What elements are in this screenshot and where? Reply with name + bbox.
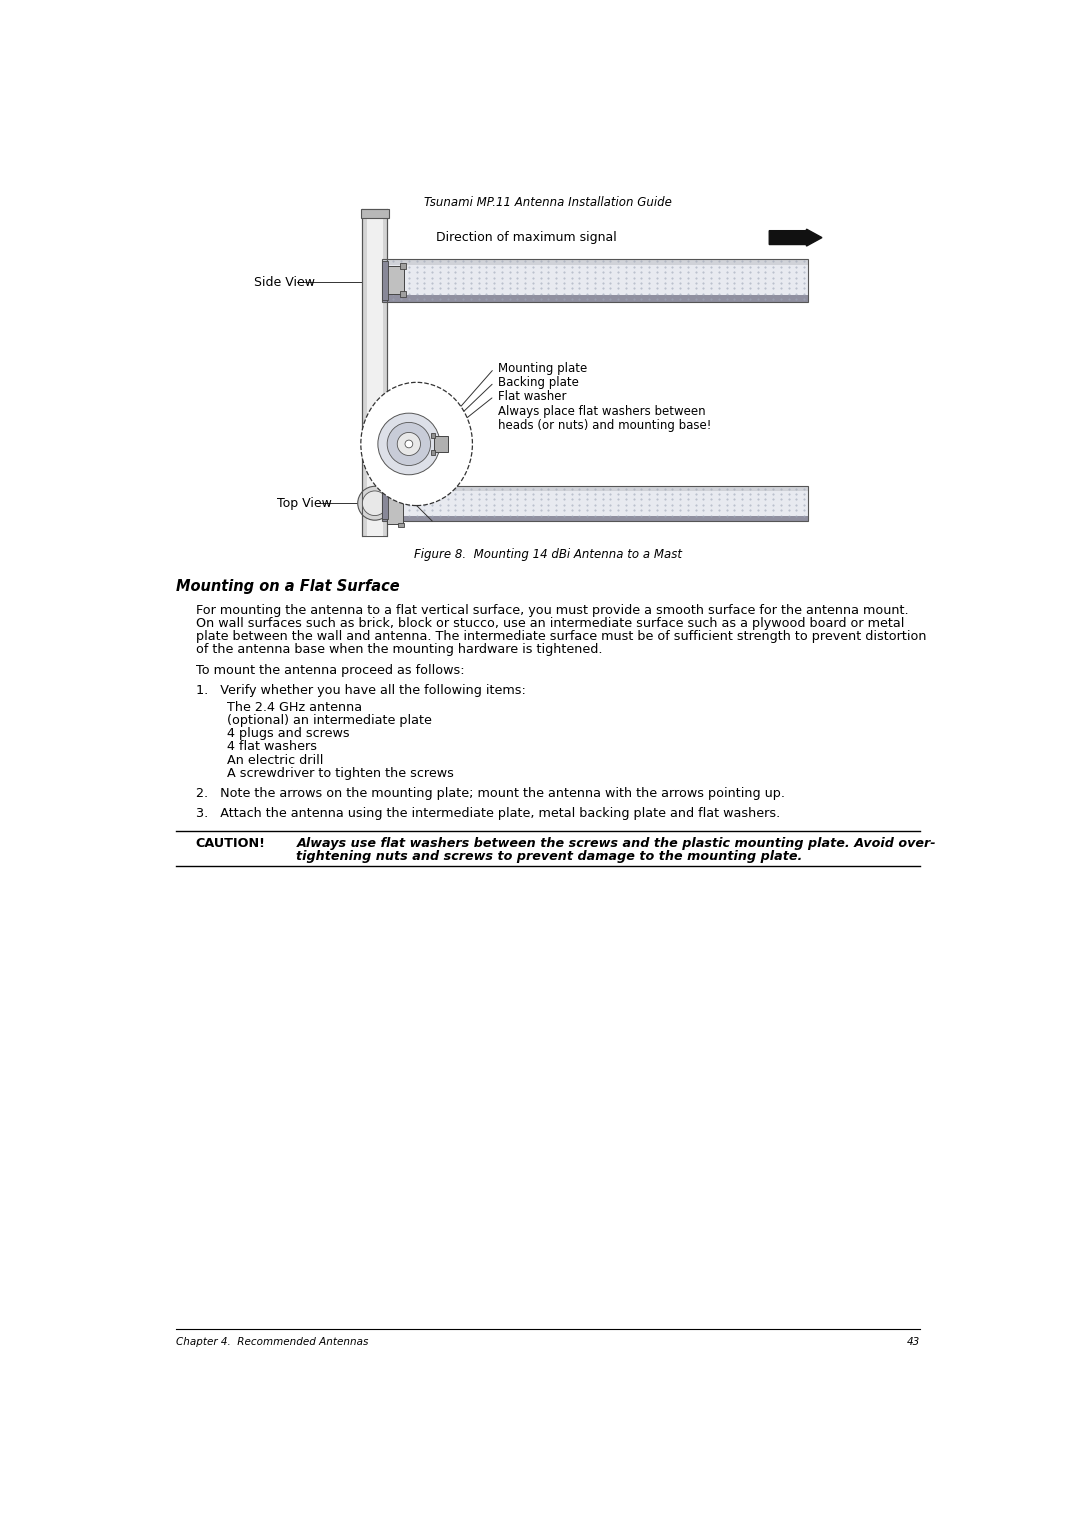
Bar <box>387 483 402 524</box>
Circle shape <box>363 490 387 516</box>
Bar <box>367 209 383 536</box>
Text: Chapter 4.  Recommended Antennas: Chapter 4. Recommended Antennas <box>177 1337 369 1346</box>
Circle shape <box>357 486 392 521</box>
Text: of the antenna base when the mounting hardware is tightened.: of the antenna base when the mounting ha… <box>196 644 602 656</box>
Text: 43: 43 <box>907 1337 920 1346</box>
Text: plate between the wall and antenna. The intermediate surface must be of sufficie: plate between the wall and antenna. The … <box>196 630 927 644</box>
Bar <box>387 266 404 294</box>
Bar <box>382 490 808 516</box>
Text: For mounting the antenna to a flat vertical surface, you must provide a smooth s: For mounting the antenna to a flat verti… <box>196 604 908 618</box>
Text: The 2.4 GHz antenna: The 2.4 GHz antenna <box>227 701 362 713</box>
Bar <box>382 516 808 521</box>
Bar <box>399 414 406 420</box>
Bar <box>382 486 808 490</box>
Bar <box>361 209 388 219</box>
Text: 1.   Verify whether you have all the following items:: 1. Verify whether you have all the follo… <box>196 685 525 697</box>
Text: CAUTION!: CAUTION! <box>196 836 265 850</box>
Bar <box>382 296 808 302</box>
Text: Mounting plate: Mounting plate <box>498 361 587 375</box>
Text: Tsunami MP.11 Antenna Installation Guide: Tsunami MP.11 Antenna Installation Guide <box>425 196 672 209</box>
Text: (optional) an intermediate plate: (optional) an intermediate plate <box>227 715 431 727</box>
Ellipse shape <box>361 383 473 505</box>
Bar <box>433 436 447 452</box>
Bar <box>382 486 808 521</box>
Text: Mounting on a Flat Surface: Mounting on a Flat Surface <box>177 578 400 594</box>
Circle shape <box>406 440 413 448</box>
Bar <box>398 480 404 484</box>
Bar <box>398 522 404 527</box>
Bar <box>387 393 404 417</box>
Bar <box>399 390 406 396</box>
Text: To mount the antenna proceed as follows:: To mount the antenna proceed as follows: <box>196 665 464 677</box>
Text: Always place flat washers between: Always place flat washers between <box>498 405 705 417</box>
Bar <box>382 487 388 519</box>
Text: heads (or nuts) and mounting base!: heads (or nuts) and mounting base! <box>498 419 712 433</box>
Text: An electric drill: An electric drill <box>227 753 323 767</box>
Text: Direction of maximum signal: Direction of maximum signal <box>435 231 616 244</box>
Text: A screwdriver to tighten the screws: A screwdriver to tighten the screws <box>227 767 454 780</box>
Bar <box>399 263 406 269</box>
Text: 3.   Attach the antenna using the intermediate plate, metal backing plate and fl: 3. Attach the antenna using the intermed… <box>196 808 780 820</box>
Circle shape <box>387 422 430 466</box>
Text: Top View: Top View <box>277 496 332 510</box>
Text: 4 plugs and screws: 4 plugs and screws <box>227 727 350 741</box>
Text: tightening nuts and screws to prevent damage to the mounting plate.: tightening nuts and screws to prevent da… <box>296 850 802 862</box>
FancyArrow shape <box>769 229 822 246</box>
Bar <box>430 433 435 437</box>
Bar <box>382 260 808 302</box>
Bar <box>399 291 406 298</box>
Text: Backing plate: Backing plate <box>498 376 579 389</box>
Bar <box>382 266 808 296</box>
Bar <box>363 209 387 536</box>
Bar <box>382 261 388 301</box>
Bar <box>382 260 808 266</box>
Circle shape <box>378 413 440 475</box>
Text: 4 flat washers: 4 flat washers <box>227 741 317 753</box>
Circle shape <box>397 433 421 455</box>
Text: Flat washer: Flat washer <box>498 390 566 402</box>
Text: Figure 8.  Mounting 14 dBi Antenna to a Mast: Figure 8. Mounting 14 dBi Antenna to a M… <box>414 548 683 562</box>
Text: On wall surfaces such as brick, block or stucco, use an intermediate surface suc: On wall surfaces such as brick, block or… <box>196 618 904 630</box>
Bar <box>430 451 435 455</box>
Text: Always use flat washers between the screws and the plastic mounting plate. Avoid: Always use flat washers between the scre… <box>296 836 936 850</box>
Text: 2.   Note the arrows on the mounting plate; mount the antenna with the arrows po: 2. Note the arrows on the mounting plate… <box>196 788 784 800</box>
Text: Side View: Side View <box>254 276 315 288</box>
